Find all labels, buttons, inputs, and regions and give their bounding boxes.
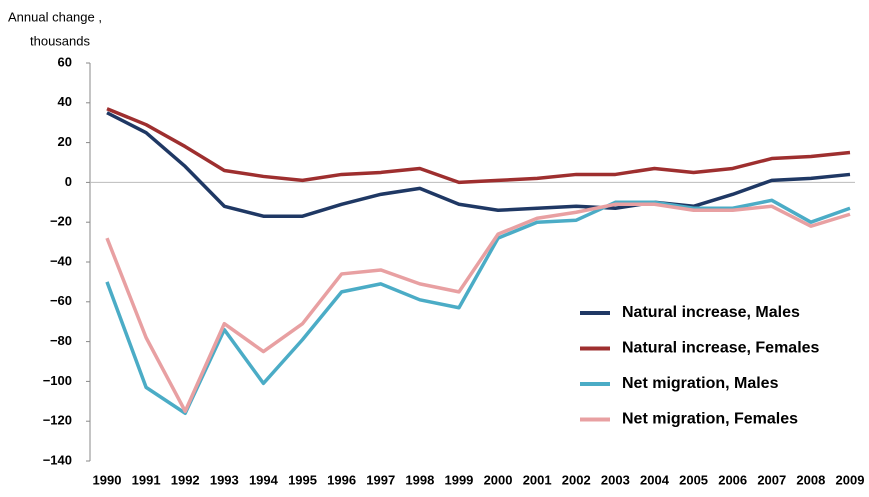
- x-tick-label: 2005: [679, 472, 708, 487]
- y-tick-label: −80: [50, 333, 72, 348]
- series-line: [106, 107, 851, 185]
- series-line: [105, 198, 851, 415]
- x-tick-label: 2009: [836, 472, 865, 487]
- series-line: [105, 202, 851, 413]
- x-tick-label: 2001: [523, 472, 552, 487]
- x-tick-label: 1998: [405, 472, 434, 487]
- x-tick-label: 1995: [288, 472, 317, 487]
- y-tick-label: −120: [43, 413, 72, 428]
- series-line: [106, 111, 851, 218]
- x-tick-label: 2006: [718, 472, 747, 487]
- x-tick-label: 2004: [640, 472, 670, 487]
- y-tick-label: −20: [50, 214, 72, 229]
- x-tick-label: 1992: [171, 472, 200, 487]
- y-tick-label: 0: [65, 174, 72, 189]
- legend-label: Natural increase, Males: [622, 304, 800, 321]
- y-tick-label: −140: [43, 452, 72, 467]
- x-tick-label: 2002: [562, 472, 591, 487]
- legend-label: Natural increase, Females: [622, 340, 820, 357]
- x-tick-label: 2007: [757, 472, 786, 487]
- x-tick-label: 1999: [444, 472, 473, 487]
- y-tick-label: −40: [50, 253, 72, 268]
- legend-label: Net migration, Females: [622, 411, 798, 428]
- y-tick-label: 20: [58, 134, 72, 149]
- x-tick-label: 1997: [366, 472, 395, 487]
- y-axis-title: thousands: [30, 33, 90, 48]
- x-tick-label: 1993: [210, 472, 239, 487]
- y-axis-title: Annual change ,: [8, 9, 102, 24]
- x-tick-label: 1990: [93, 472, 122, 487]
- y-tick-label: 40: [58, 94, 72, 109]
- y-tick-label: −100: [43, 373, 72, 388]
- x-tick-label: 1994: [249, 472, 279, 487]
- x-tick-label: 2008: [796, 472, 825, 487]
- y-tick-label: 60: [58, 54, 72, 69]
- legend-label: Net migration, Males: [622, 375, 779, 392]
- y-tick-label: −60: [50, 293, 72, 308]
- x-tick-label: 1991: [132, 472, 161, 487]
- x-tick-label: 1996: [327, 472, 356, 487]
- x-tick-label: 2000: [484, 472, 513, 487]
- x-tick-label: 2003: [601, 472, 630, 487]
